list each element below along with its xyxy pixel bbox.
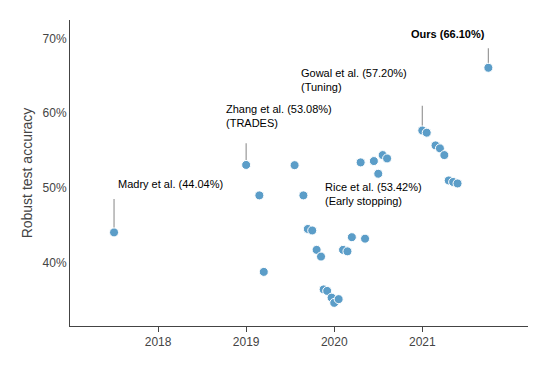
- svg-text:60%: 60%: [43, 106, 67, 120]
- svg-text:40%: 40%: [43, 256, 67, 270]
- svg-text:Rice et al. (53.42%)(Early sto: Rice et al. (53.42%)(Early stopping): [325, 181, 422, 207]
- svg-text:70%: 70%: [43, 32, 67, 46]
- svg-text:2020: 2020: [321, 335, 348, 349]
- svg-text:Madry et al. (44.04%): Madry et al. (44.04%): [118, 178, 223, 190]
- svg-text:50%: 50%: [43, 181, 67, 195]
- svg-text:Robust test accuracy: Robust test accuracy: [19, 108, 35, 239]
- svg-text:Zhang et al. (53.08%)(TRADES): Zhang et al. (53.08%)(TRADES): [226, 103, 332, 129]
- svg-text:2021: 2021: [409, 335, 436, 349]
- svg-text:Ours (66.10%): Ours (66.10%): [411, 28, 485, 40]
- svg-text:Gowal et al. (57.20%)(Tuning): Gowal et al. (57.20%)(Tuning): [301, 67, 407, 93]
- svg-text:2019: 2019: [233, 335, 260, 349]
- svg-text:2018: 2018: [145, 335, 172, 349]
